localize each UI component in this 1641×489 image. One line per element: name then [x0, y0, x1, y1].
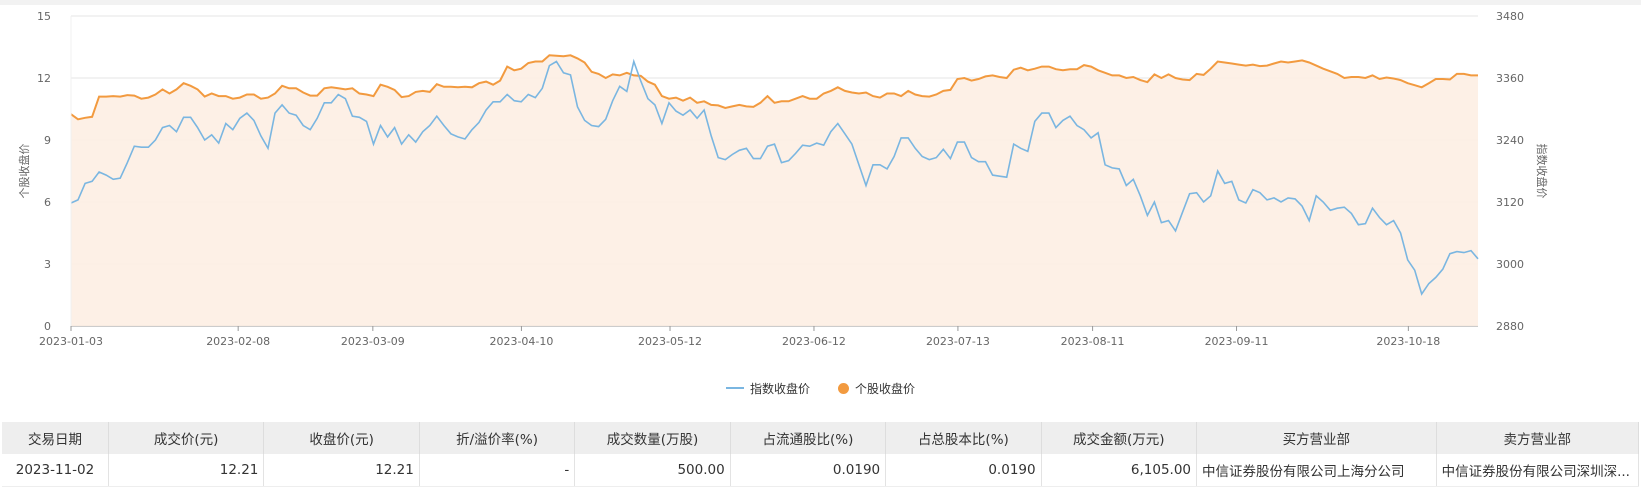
x-tick-label: 2023-03-09: [341, 335, 405, 348]
cell-amount: 6,105.00: [1041, 454, 1198, 487]
x-tick-label: 2023-10-18: [1376, 335, 1440, 348]
header-volume: 成交数量(万股): [574, 422, 731, 454]
table-header-row: 交易日期 成交价(元) 收盘价(元) 折/溢价率(%) 成交数量(万股) 占流通…: [2, 422, 1640, 454]
legend-label-stock: 个股收盘价: [855, 381, 916, 396]
chart-legend: 指数收盘价 个股收盘价: [0, 378, 1641, 398]
x-tick-label: 2023-02-08: [206, 335, 270, 348]
header-buyer: 买方营业部: [1196, 422, 1437, 454]
y-right-tick-label: 3360: [1496, 72, 1524, 85]
x-tick-label: 2023-04-10: [489, 335, 553, 348]
series-line-index: [70, 58, 1479, 296]
y-right-tick-label: 3000: [1496, 258, 1524, 271]
y-left-tick-label: 12: [37, 72, 51, 85]
y-left-tick-label: 15: [37, 10, 51, 23]
y-right-axis-title: 指数收盘价: [1535, 144, 1549, 199]
legend-item-index[interactable]: 指数收盘价: [725, 380, 810, 397]
cell-total-ratio: 0.0190: [885, 454, 1042, 487]
x-tick-label: 2023-01-03: [39, 335, 103, 348]
y-left-tick-label: 0: [44, 320, 51, 333]
cell-trade-price: 12.21: [108, 454, 265, 487]
header-trade-date: 交易日期: [2, 422, 109, 454]
x-tick-label: 2023-09-11: [1205, 335, 1269, 348]
header-amount: 成交金额(万元): [1041, 422, 1198, 454]
cell-premium-rate: -: [419, 454, 576, 487]
y-left-tick-label: 3: [44, 258, 51, 271]
header-float-ratio: 占流通股比(%): [730, 422, 887, 454]
y-left-axis-title: 个股收盘价: [17, 144, 31, 199]
table-row: 2023-11-02 12.21 12.21 - 500.00 0.0190 0…: [2, 454, 1640, 487]
cell-buyer[interactable]: 中信证券股份有限公司上海分公司: [1196, 454, 1437, 487]
header-trade-price: 成交价(元): [108, 422, 265, 454]
y-left-tick-label: 9: [44, 134, 51, 147]
header-seller: 卖方营业部: [1436, 422, 1640, 454]
legend-line-swatch: [725, 387, 744, 389]
legend-item-stock[interactable]: 个股收盘价: [838, 380, 915, 397]
legend-dot-swatch: [838, 382, 849, 394]
y-right-tick-label: 2880: [1496, 320, 1524, 333]
x-tick-label: 2023-05-12: [638, 335, 702, 348]
cell-seller[interactable]: 中信证券股份有限公司深圳深...: [1436, 454, 1640, 487]
cell-close-price: 12.21: [263, 454, 420, 487]
cell-volume: 500.00: [574, 454, 731, 487]
header-premium-rate: 折/溢价率(%): [419, 422, 576, 454]
cell-float-ratio: 0.0190: [730, 454, 887, 487]
series-line-stock: [70, 54, 1478, 121]
top-bar: [0, 0, 1641, 5]
price-chart: 0 3 6 9 12 15 2880 3000 3120 3240 3360 3480 2023-01-…: [17, 10, 1549, 348]
legend-label-index: 指数收盘价: [749, 381, 810, 396]
x-tick-label: 2023-08-11: [1061, 335, 1125, 348]
y-right-tick-label: 3240: [1496, 134, 1524, 147]
y-left-tick-label: 6: [44, 196, 51, 209]
block-trade-table: 交易日期 成交价(元) 收盘价(元) 折/溢价率(%) 成交数量(万股) 占流通…: [2, 422, 1640, 487]
header-total-ratio: 占总股本比(%): [885, 422, 1042, 454]
y-right-tick-label: 3480: [1496, 10, 1524, 23]
cell-trade-date: 2023-11-02: [2, 454, 109, 487]
stock-area: [71, 55, 1478, 327]
x-tick-label: 2023-06-12: [782, 335, 846, 348]
x-tick-label: 2023-07-13: [926, 335, 990, 348]
y-right-tick-label: 3120: [1496, 196, 1524, 209]
header-close-price: 收盘价(元): [263, 422, 420, 454]
